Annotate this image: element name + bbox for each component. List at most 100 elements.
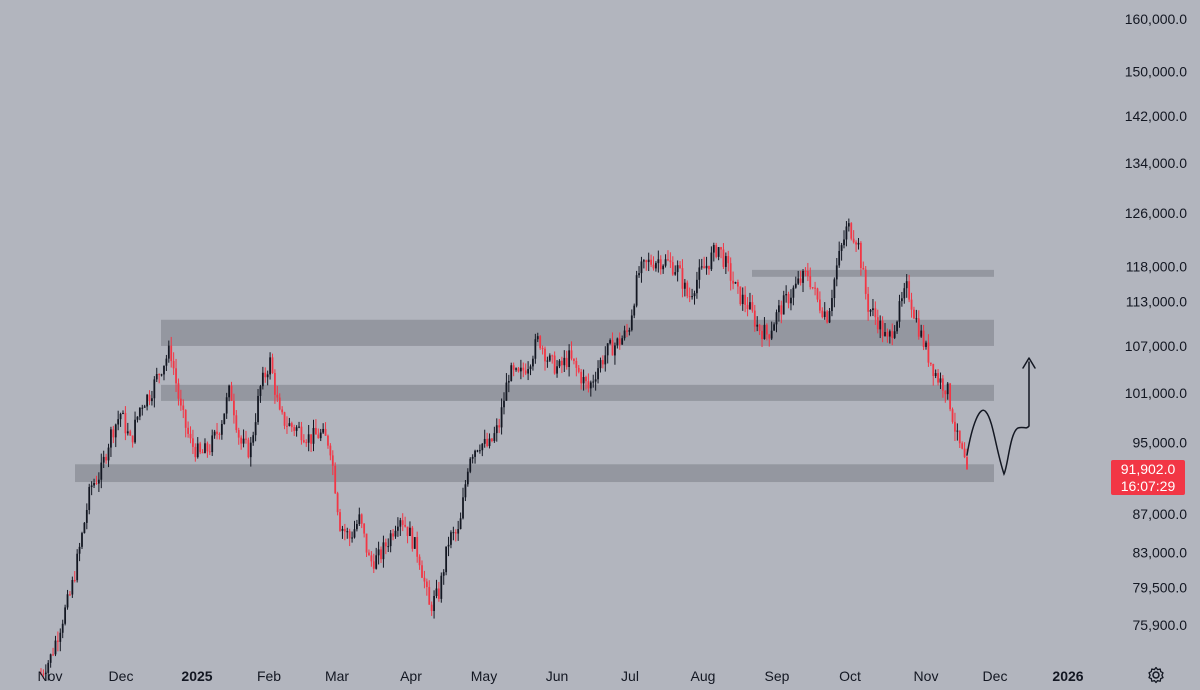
candle (189, 426, 192, 444)
price-tick-label: 150,000.0 (1125, 63, 1187, 79)
sr-zone (75, 464, 994, 483)
candle (331, 450, 334, 476)
candle (575, 357, 578, 377)
candle (717, 247, 720, 261)
candle (153, 376, 156, 408)
candle (288, 417, 291, 427)
candle (172, 352, 175, 375)
candle (961, 441, 964, 450)
candle (944, 390, 947, 403)
candle (488, 433, 491, 449)
candle (809, 267, 812, 290)
candle (208, 444, 211, 456)
candle (712, 242, 715, 262)
candle (310, 434, 312, 453)
candle (83, 522, 86, 534)
time-tick-label: Nov (38, 668, 63, 684)
last-price-badge: 91,902.0 16:07:29 (1111, 460, 1185, 495)
candle (447, 536, 450, 557)
candle (775, 309, 778, 333)
time-tick-label: Mar (325, 668, 349, 684)
candle (66, 589, 69, 610)
candle (761, 325, 763, 348)
candle (78, 542, 81, 562)
candle (486, 432, 489, 448)
candle (881, 316, 884, 343)
candle (42, 669, 45, 679)
candle (563, 350, 566, 373)
candle (305, 439, 308, 447)
candle (380, 546, 382, 563)
price-axis[interactable]: 160,000.0 150,000.0 142,000.0 134,000.0 126,… (1125, 11, 1188, 633)
candle (580, 368, 583, 390)
candle (548, 353, 551, 363)
time-tick-label: Apr (400, 668, 422, 684)
candle (879, 315, 882, 339)
candle (204, 438, 206, 454)
candle (746, 297, 749, 317)
candle (835, 257, 838, 287)
candle (732, 271, 734, 290)
candle (322, 423, 325, 434)
candle (768, 333, 771, 347)
candle (93, 478, 95, 489)
candle (266, 370, 269, 386)
candle (753, 304, 756, 332)
candle (645, 259, 648, 271)
candle (532, 355, 534, 371)
candle (780, 300, 783, 324)
candle (778, 299, 780, 322)
candle (375, 547, 378, 570)
candle (491, 437, 493, 443)
settings-gear-icon[interactable] (1147, 666, 1165, 684)
candle (430, 601, 433, 616)
candle (505, 373, 508, 401)
candle (261, 366, 264, 390)
time-tick-label: Dec (983, 668, 1008, 684)
projection-arrowhead (1022, 357, 1036, 369)
candle (276, 385, 279, 402)
candle (529, 364, 532, 376)
candle (368, 549, 370, 556)
candle (864, 266, 867, 300)
candle (286, 416, 288, 434)
candle (650, 254, 652, 267)
candle (758, 323, 761, 335)
candle (466, 468, 469, 487)
candle (705, 256, 708, 275)
time-tick-label: Feb (257, 668, 281, 684)
candle (117, 410, 120, 431)
time-tick-label: Jun (546, 668, 569, 684)
candle (920, 324, 923, 338)
candle (281, 406, 284, 415)
candle (44, 664, 47, 680)
candle (437, 581, 440, 602)
candle (589, 380, 592, 397)
candle (184, 409, 187, 438)
candle (59, 628, 62, 652)
candle (165, 354, 168, 372)
time-axis[interactable]: Nov Dec 2025 Feb Mar Apr May Jun Jul Aug Sep Oct Nov… (38, 668, 1084, 684)
candle (73, 571, 76, 583)
candle (724, 252, 727, 274)
time-tick-label: 2026 (1052, 668, 1083, 684)
price-tick-label: 95,000.0 (1133, 435, 1188, 451)
candle (710, 246, 713, 272)
candle (534, 333, 537, 364)
price-tick-label: 118,000.0 (1126, 258, 1187, 274)
candle (599, 357, 602, 373)
time-tick-label: Nov (914, 668, 939, 684)
candle (553, 351, 556, 375)
candle (269, 352, 271, 380)
candle (404, 516, 407, 528)
candle (329, 443, 332, 461)
candle (146, 393, 149, 411)
candle (688, 287, 691, 303)
candle (392, 529, 394, 541)
candle (821, 307, 824, 319)
candle (363, 523, 366, 538)
candle (551, 354, 554, 364)
candle (823, 302, 826, 320)
